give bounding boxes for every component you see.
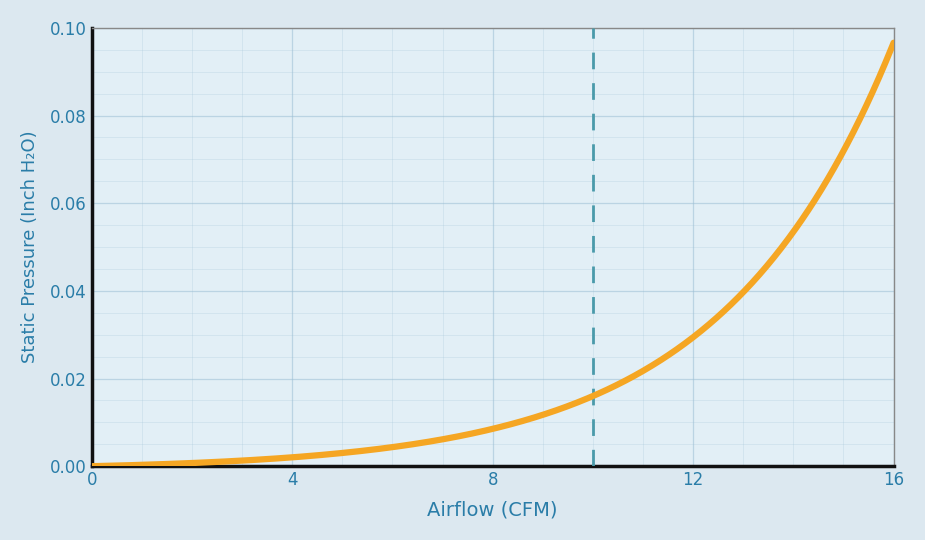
Y-axis label: Static Pressure (Inch H₂O): Static Pressure (Inch H₂O)	[21, 131, 39, 363]
X-axis label: Airflow (CFM): Airflow (CFM)	[427, 500, 558, 519]
